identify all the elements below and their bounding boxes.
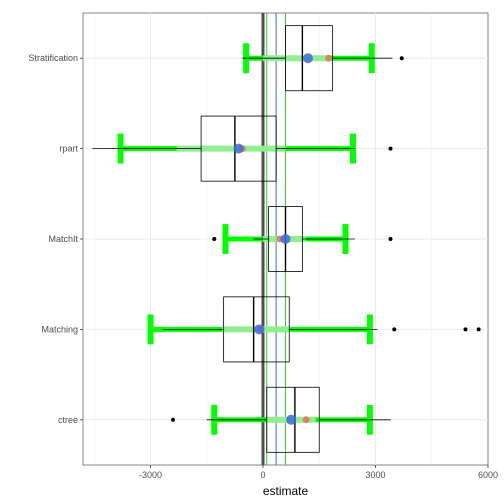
box-outlier-point (392, 327, 396, 331)
box-outlier-point (171, 418, 175, 422)
y-tick-label: ctree (58, 415, 78, 425)
x-tick-label: 3000 (365, 470, 385, 480)
estimate-point-blue (254, 324, 264, 334)
estimate-point-blue (281, 234, 291, 244)
box-outlier-point (212, 237, 216, 241)
box-outlier-point (400, 56, 404, 60)
y-tick-label: rpart (59, 144, 78, 154)
estimate-point-blue (286, 415, 296, 425)
x-tick-label: 6000 (478, 470, 498, 480)
box-outlier-point (464, 327, 468, 331)
box-outlier-point (389, 237, 393, 241)
x-tick-label: -3000 (139, 470, 162, 480)
x-axis-title: estimate (263, 484, 309, 498)
box-outlier-point (477, 327, 481, 331)
y-tick-label: MatchIt (48, 234, 78, 244)
estimate-point-red (325, 55, 332, 62)
estimate-point-blue (234, 144, 244, 154)
y-tick-label: Matching (41, 324, 78, 334)
box-outlier-point (389, 147, 393, 151)
x-tick-label: 0 (260, 470, 265, 480)
y-tick-label: Stratification (28, 53, 78, 63)
estimate-point-red (303, 416, 310, 423)
estimate-point-blue (303, 53, 313, 63)
